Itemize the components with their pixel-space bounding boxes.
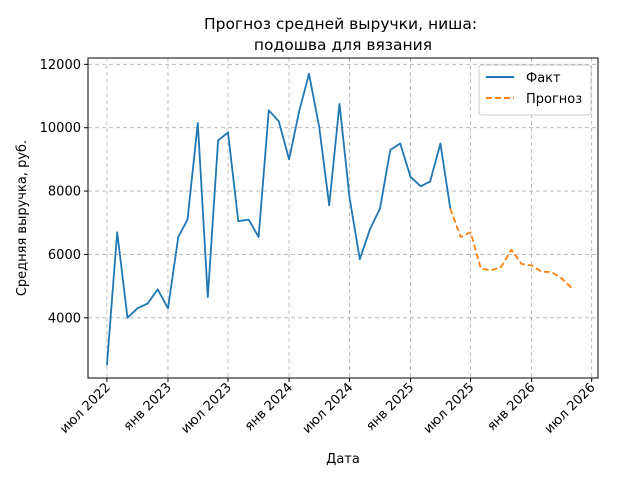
x-tick-label: янв 2025	[363, 380, 417, 434]
y-tick-label: 8000	[48, 185, 81, 200]
x-tick-label: июл 2022	[57, 380, 114, 437]
y-tick-label: 6000	[48, 248, 81, 263]
y-tick-label: 12000	[40, 58, 81, 73]
plot-frame	[87, 57, 599, 379]
x-tick-label: июл 2023	[178, 380, 235, 437]
chart-title-line-2: подошва для вязания	[254, 36, 432, 54]
y-tick-label: 4000	[48, 311, 81, 326]
legend: Факт Прогноз	[478, 64, 592, 116]
y-axis: 4000 6000 8000 10000 12000	[40, 58, 88, 326]
chart-title: Прогноз средней выручки, ниша: подошва д…	[204, 15, 482, 54]
x-tick-label: июл 2024	[300, 380, 357, 437]
x-tick-label: янв 2026	[485, 380, 539, 434]
x-tick-label: янв 2023	[121, 380, 175, 434]
x-tick-label: июл 2026	[542, 380, 599, 437]
y-axis-label: Средняя выручка, руб.	[15, 140, 30, 296]
legend-label-fact: Факт	[526, 71, 561, 86]
series-lines	[106, 72, 573, 366]
x-axis-label: Дата	[326, 452, 360, 467]
series-line-fact	[106, 72, 452, 366]
legend-label-forecast: Прогноз	[526, 92, 582, 107]
x-tick-label: июл 2025	[421, 380, 478, 437]
series-line-forecast	[449, 208, 573, 289]
grid-lines	[88, 58, 598, 378]
y-tick-label: 10000	[40, 121, 81, 136]
chart-title-line-1: Прогноз средней выручки, ниша:	[204, 15, 477, 33]
x-axis: июл 2022 янв 2023 июл 2023 янв 2024 июл 2024…	[57, 378, 599, 437]
x-tick-label: янв 2024	[242, 380, 296, 434]
